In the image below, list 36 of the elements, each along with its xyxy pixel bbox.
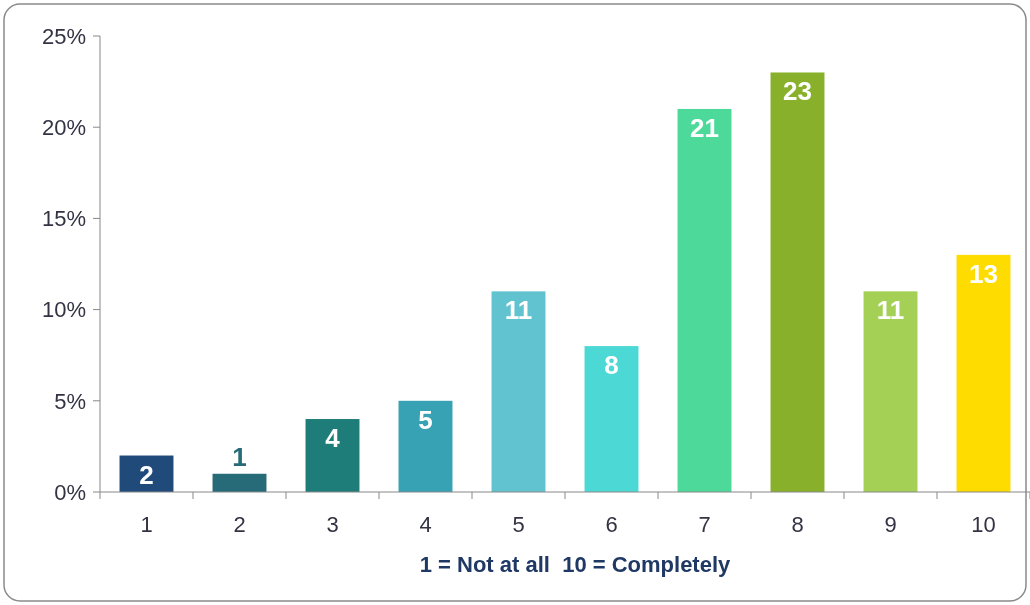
data-label: 21 bbox=[690, 112, 719, 143]
x-tick-label: 8 bbox=[791, 512, 804, 537]
bar bbox=[863, 291, 918, 492]
data-label: 23 bbox=[783, 76, 812, 107]
y-tick-label: 10% bbox=[41, 297, 86, 323]
y-tick-label: 5% bbox=[54, 388, 86, 414]
bar bbox=[956, 254, 1011, 492]
y-tick-label: 0% bbox=[54, 479, 86, 505]
x-tick-label: 6 bbox=[605, 512, 618, 537]
x-tick-label: 1 bbox=[140, 512, 153, 537]
data-label: 5 bbox=[418, 404, 433, 435]
bar bbox=[305, 419, 360, 492]
y-tick-label: 25% bbox=[41, 23, 86, 49]
bar bbox=[770, 72, 825, 492]
y-tick-label: 20% bbox=[41, 114, 86, 140]
bar bbox=[491, 291, 546, 492]
data-label: 2 bbox=[139, 459, 154, 490]
x-tick-label: 5 bbox=[512, 512, 525, 537]
data-label: 1 bbox=[232, 441, 247, 472]
x-tick-label: 4 bbox=[419, 512, 432, 537]
data-label: 8 bbox=[604, 350, 619, 381]
data-label: 4 bbox=[325, 423, 341, 454]
x-tick-label: 9 bbox=[884, 512, 897, 537]
bar bbox=[584, 346, 639, 492]
data-label: 11 bbox=[876, 295, 905, 326]
bar bbox=[212, 473, 267, 492]
x-tick-label: 3 bbox=[326, 512, 339, 537]
x-tick-label: 10 bbox=[971, 512, 996, 537]
x-tick-label: 7 bbox=[698, 512, 711, 537]
bar bbox=[677, 108, 732, 492]
x-axis-title: 1 = Not at all 10 = Completely bbox=[419, 552, 732, 577]
x-tick-label: 2 bbox=[233, 512, 246, 537]
data-label: 13 bbox=[969, 258, 998, 289]
data-label: 11 bbox=[504, 295, 533, 326]
y-tick-label: 15% bbox=[41, 206, 86, 232]
bar bbox=[398, 400, 453, 492]
